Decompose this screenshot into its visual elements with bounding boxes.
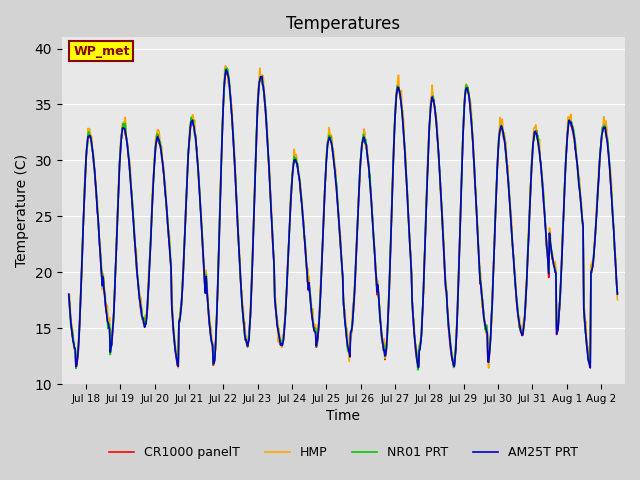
- NR01 PRT: [231, 161, 239, 167]
- Text: WP_met: WP_met: [73, 45, 130, 58]
- AM25T PRT: [231, 162, 239, 168]
- HMP: [401, 138, 408, 144]
- Title: Temperatures: Temperatures: [286, 15, 401, 33]
- X-axis label: Time: Time: [326, 409, 360, 423]
- HMP: [258, 72, 266, 78]
- NR01 PRT: [401, 137, 408, 143]
- NR01 PRT: [129, 214, 137, 220]
- CR1000 panelT: [232, 178, 239, 183]
- HMP: [279, 332, 287, 338]
- NR01 PRT: [614, 291, 621, 297]
- AM25T PRT: [401, 141, 408, 146]
- CR1000 panelT: [614, 290, 621, 296]
- CR1000 panelT: [72, 365, 80, 371]
- HMP: [485, 365, 493, 371]
- AM25T PRT: [614, 291, 621, 297]
- Line: NR01 PRT: NR01 PRT: [68, 68, 618, 370]
- NR01 PRT: [414, 367, 422, 373]
- Line: AM25T PRT: AM25T PRT: [68, 70, 618, 368]
- Line: CR1000 panelT: CR1000 panelT: [68, 67, 618, 368]
- AM25T PRT: [258, 73, 266, 79]
- CR1000 panelT: [65, 293, 72, 299]
- AM25T PRT: [65, 291, 72, 297]
- CR1000 panelT: [259, 83, 266, 88]
- NR01 PRT: [258, 75, 266, 81]
- AM25T PRT: [129, 214, 137, 220]
- HMP: [231, 153, 239, 159]
- AM25T PRT: [279, 342, 287, 348]
- NR01 PRT: [65, 291, 72, 297]
- CR1000 panelT: [280, 338, 287, 344]
- AM25T PRT: [222, 67, 230, 73]
- HMP: [129, 213, 137, 219]
- HMP: [221, 63, 229, 69]
- Y-axis label: Temperature (C): Temperature (C): [15, 154, 29, 267]
- CR1000 panelT: [130, 223, 138, 228]
- AM25T PRT: [586, 365, 594, 371]
- HMP: [614, 297, 621, 302]
- CR1000 panelT: [432, 116, 440, 121]
- CR1000 panelT: [222, 64, 230, 70]
- Legend: CR1000 panelT, HMP, NR01 PRT, AM25T PRT: CR1000 panelT, HMP, NR01 PRT, AM25T PRT: [104, 442, 583, 465]
- HMP: [431, 104, 439, 109]
- NR01 PRT: [223, 65, 230, 71]
- NR01 PRT: [432, 112, 440, 118]
- CR1000 panelT: [401, 151, 409, 156]
- NR01 PRT: [279, 339, 287, 345]
- HMP: [65, 293, 72, 299]
- AM25T PRT: [431, 107, 439, 113]
- Line: HMP: HMP: [68, 66, 618, 368]
